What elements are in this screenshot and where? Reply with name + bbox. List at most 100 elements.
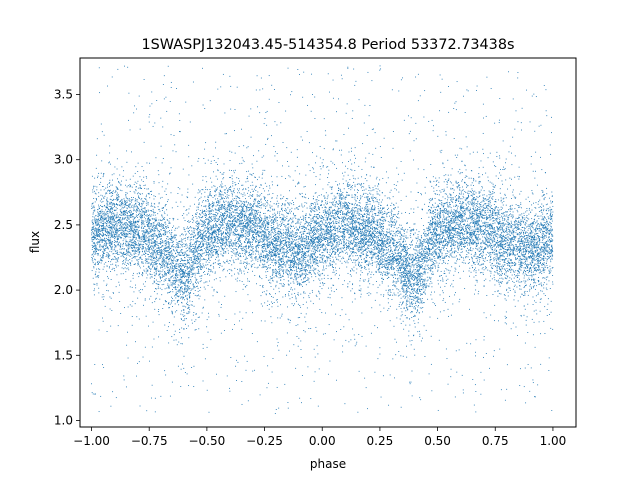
data-point — [335, 210, 336, 211]
data-point — [360, 296, 361, 297]
data-point — [499, 122, 500, 123]
data-point — [388, 308, 389, 309]
data-point — [292, 252, 293, 253]
data-point — [135, 257, 136, 258]
data-point — [509, 151, 510, 152]
data-point — [251, 238, 252, 239]
data-point — [129, 252, 130, 253]
data-point — [385, 272, 386, 273]
data-point — [304, 231, 305, 232]
data-point — [100, 205, 101, 206]
data-point — [293, 279, 294, 280]
data-point — [353, 232, 354, 233]
data-point — [491, 232, 492, 233]
data-point — [342, 211, 343, 212]
data-point — [168, 302, 169, 303]
data-point — [257, 259, 258, 260]
data-point — [298, 317, 299, 318]
data-point — [335, 197, 336, 198]
data-point — [294, 251, 295, 252]
data-point — [144, 231, 145, 232]
data-point — [331, 253, 332, 254]
data-point — [103, 269, 104, 270]
data-point — [224, 222, 225, 223]
data-point — [335, 230, 336, 231]
data-point — [400, 261, 401, 262]
data-point — [321, 235, 322, 236]
data-point — [532, 96, 533, 97]
data-point — [301, 241, 302, 242]
data-point — [164, 274, 165, 275]
data-point — [356, 207, 357, 208]
data-point — [538, 204, 539, 205]
data-point — [216, 278, 217, 279]
data-point — [229, 189, 230, 190]
data-point — [196, 283, 197, 284]
data-point — [211, 238, 212, 239]
data-point — [444, 203, 445, 204]
data-point — [422, 253, 423, 254]
data-point — [146, 222, 147, 223]
data-point — [121, 256, 122, 257]
data-point — [406, 263, 407, 264]
data-point — [467, 209, 468, 210]
data-point — [201, 226, 202, 227]
data-point — [230, 210, 231, 211]
data-point — [466, 136, 467, 137]
data-point — [141, 239, 142, 240]
data-point — [302, 219, 303, 220]
data-point — [210, 204, 211, 205]
data-point — [518, 205, 519, 206]
data-point — [165, 288, 166, 289]
data-point — [125, 259, 126, 260]
data-point — [517, 227, 518, 228]
data-point — [359, 251, 360, 252]
data-point — [316, 246, 317, 247]
data-point — [234, 192, 235, 193]
data-point — [247, 193, 248, 194]
data-point — [188, 213, 189, 214]
data-point — [333, 80, 334, 81]
data-point — [420, 95, 421, 96]
data-point — [405, 297, 406, 298]
data-point — [475, 352, 476, 353]
data-point — [146, 410, 147, 411]
data-point — [399, 225, 400, 226]
data-point — [375, 215, 376, 216]
data-point — [471, 230, 472, 231]
data-point — [313, 208, 314, 209]
data-point — [528, 214, 529, 215]
data-point — [190, 271, 191, 272]
data-point — [482, 149, 483, 150]
data-point — [227, 235, 228, 236]
data-point — [518, 221, 519, 222]
data-point — [199, 317, 200, 318]
data-point — [533, 194, 534, 195]
data-point — [336, 221, 337, 222]
data-point — [223, 195, 224, 196]
data-point — [274, 218, 275, 219]
data-point — [207, 347, 208, 348]
data-point — [285, 208, 286, 209]
data-point — [150, 271, 151, 272]
data-point — [360, 208, 361, 209]
data-point — [134, 235, 135, 236]
data-point — [293, 305, 294, 306]
data-point — [353, 175, 354, 176]
data-point — [131, 151, 132, 152]
data-point — [246, 251, 247, 252]
data-point — [260, 217, 261, 218]
data-point — [104, 211, 105, 212]
data-point — [192, 305, 193, 306]
data-point — [431, 186, 432, 187]
data-point — [398, 289, 399, 290]
data-point — [139, 193, 140, 194]
data-point — [368, 200, 369, 201]
data-point — [183, 368, 184, 369]
data-point — [277, 339, 278, 340]
data-point — [189, 266, 190, 267]
data-point — [364, 234, 365, 235]
data-point — [342, 229, 343, 230]
data-point — [162, 269, 163, 270]
data-point — [239, 200, 240, 201]
